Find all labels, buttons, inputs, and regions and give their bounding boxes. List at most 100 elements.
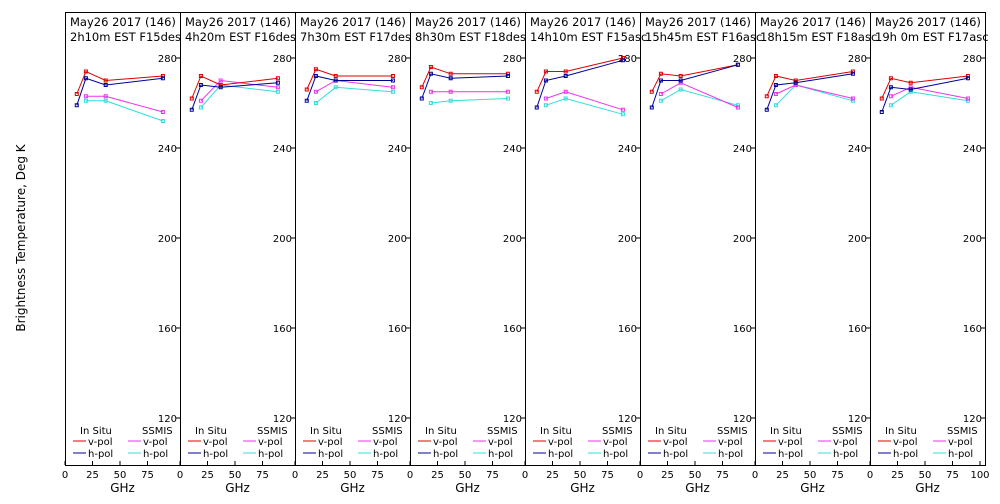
- y-tick-label: 240: [733, 144, 752, 155]
- data-point-insitu-h: [658, 78, 663, 83]
- data-point-insitu-h: [678, 78, 683, 83]
- x-axis-label: GHz: [570, 481, 595, 495]
- data-point-insitu-h: [620, 58, 625, 63]
- y-tick-label: 120: [733, 414, 752, 425]
- legend-label-ssmis-hpol: h-pol: [948, 449, 973, 460]
- legend-insitu-header: In Situ: [310, 426, 342, 437]
- y-tick-label: 120: [388, 414, 407, 425]
- legend-ssmis-header: SSMIS: [717, 426, 748, 437]
- data-point-ssmis-h: [103, 98, 108, 103]
- legend-label-insitu-vpol: v-pol: [548, 437, 573, 448]
- y-tick-label: 160: [963, 324, 982, 335]
- data-point-ssmis-v: [678, 80, 683, 85]
- legend-label-ssmis-hpol: h-pol: [143, 449, 168, 460]
- legend-ssmis-header: SSMIS: [257, 426, 288, 437]
- legend-insitu-header: In Situ: [425, 426, 457, 437]
- legend-label-insitu-hpol: h-pol: [318, 449, 343, 460]
- x-tick-label: 0: [752, 470, 758, 481]
- y-tick-label: 280: [963, 54, 982, 65]
- legend-label-insitu-hpol: h-pol: [433, 449, 458, 460]
- x-tick-label: 50: [804, 470, 817, 481]
- legend-ssmis-header: SSMIS: [947, 426, 978, 437]
- data-point-insitu-v: [543, 69, 548, 74]
- y-tick-label: 120: [273, 414, 292, 425]
- x-tick-label: 0: [522, 470, 528, 481]
- data-point-ssmis-v: [275, 85, 280, 90]
- x-tick-label: 75: [946, 470, 959, 481]
- data-point-ssmis-v: [198, 98, 203, 103]
- y-tick-label: 280: [618, 54, 637, 65]
- x-axis-label: GHz: [455, 481, 480, 495]
- data-point-insitu-v: [74, 92, 79, 96]
- series-line-insitu-v: [651, 64, 738, 93]
- panel-3: May26 2017 (146)7h30m EST F17des 120 160 20…: [292, 12, 411, 495]
- legend-label-ssmis-hpol: h-pol: [488, 449, 513, 460]
- legend-label-insitu-vpol: v-pol: [433, 437, 458, 448]
- y-tick-label: 120: [503, 414, 522, 425]
- y-tick-label: 280: [503, 54, 522, 65]
- panel-title-date: May26 2017 (146): [645, 15, 751, 29]
- legend-label-ssmis-vpol: v-pol: [603, 437, 628, 448]
- panel-frame: [870, 12, 986, 466]
- legend-label-ssmis-vpol: v-pol: [488, 437, 513, 448]
- data-point-ssmis-v: [428, 89, 433, 94]
- x-tick-label: 75: [716, 470, 729, 481]
- data-point-insitu-h: [879, 110, 884, 114]
- legend-label-ssmis-vpol: v-pol: [833, 437, 858, 448]
- data-point-insitu-v: [563, 69, 568, 74]
- series-line-insitu-v: [881, 75, 968, 99]
- series-line-ssmis-v: [200, 79, 278, 102]
- data-point-ssmis-v: [888, 94, 893, 99]
- y-tick-label: 240: [963, 144, 982, 155]
- data-point-ssmis-v: [543, 96, 548, 101]
- data-point-ssmis-h: [333, 85, 338, 90]
- legend-label-insitu-hpol: h-pol: [548, 449, 573, 460]
- data-point-insitu-h: [649, 105, 654, 110]
- y-tick-label: 200: [273, 234, 292, 245]
- data-point-ssmis-v: [735, 105, 740, 110]
- data-point-insitu-h: [965, 76, 970, 81]
- legend-label-ssmis-vpol: v-pol: [143, 437, 168, 448]
- legend-label-insitu-vpol: v-pol: [778, 437, 803, 448]
- series-line-insitu-h: [881, 77, 968, 113]
- y-tick-label: 240: [618, 144, 637, 155]
- data-point-insitu-h: [333, 78, 338, 83]
- data-point-insitu-h: [735, 62, 740, 67]
- legend-label-insitu-hpol: h-pol: [663, 449, 688, 460]
- x-tick-label: 75: [141, 470, 154, 481]
- data-point-ssmis-h: [83, 98, 88, 103]
- x-tick-label: 50: [689, 470, 702, 481]
- x-tick-label: 0: [292, 470, 298, 481]
- y-tick-label: 280: [848, 54, 867, 65]
- panel-title-date: May26 2017 (146): [415, 15, 521, 29]
- y-tick-label: 200: [158, 234, 177, 245]
- panel-title-date: May26 2017 (146): [530, 15, 636, 29]
- data-point-insitu-h: [563, 74, 568, 78]
- panel-title-time: 19h 0m EST F17asc: [875, 30, 989, 44]
- data-point-insitu-h: [543, 78, 548, 83]
- x-axis-label: GHz: [915, 481, 940, 495]
- data-point-insitu-h: [74, 103, 79, 108]
- x-tick-label: 75: [256, 470, 269, 481]
- legend-label-ssmis-hpol: h-pol: [258, 449, 283, 460]
- y-tick-label: 280: [388, 54, 407, 65]
- series-line-insitu-v: [191, 75, 278, 99]
- data-point-ssmis-v: [505, 89, 510, 94]
- x-tick-label: 25: [546, 470, 559, 481]
- panel-title-date: May26 2017 (146): [185, 15, 291, 29]
- data-point-insitu-v: [793, 78, 798, 83]
- data-point-ssmis-v: [773, 92, 778, 96]
- series-line-insitu-h: [306, 75, 393, 101]
- series-line-insitu-v: [76, 70, 163, 95]
- legend-label-ssmis-hpol: h-pol: [718, 449, 743, 460]
- x-tick-label: 0: [637, 470, 643, 481]
- y-tick-label: 160: [158, 324, 177, 335]
- series-line-ssmis-h: [775, 84, 854, 106]
- panel-7: May26 2017 (146)18h15m EST F18asc 120 160 2…: [752, 12, 877, 495]
- y-tick-label: 280: [733, 54, 752, 65]
- legend-label-ssmis-vpol: v-pol: [718, 437, 743, 448]
- y-tick-label: 200: [618, 234, 637, 245]
- legend-label-insitu-hpol: h-pol: [203, 449, 228, 460]
